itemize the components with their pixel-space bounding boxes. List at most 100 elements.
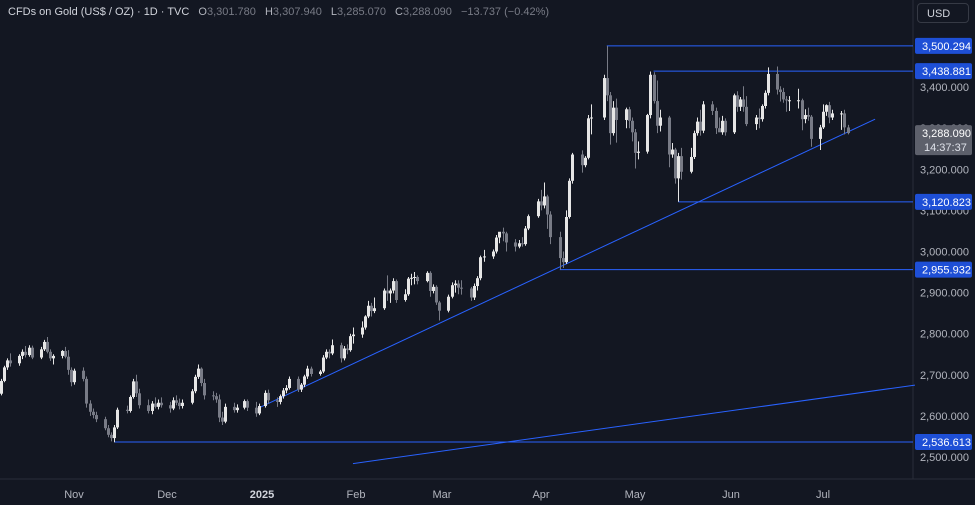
- candle-body: [492, 251, 495, 257]
- currency-button[interactable]: USD: [917, 3, 969, 23]
- candle-body: [370, 305, 373, 312]
- x-tick-label: Nov: [64, 489, 84, 501]
- candle-body: [346, 348, 349, 351]
- candle-body: [739, 99, 742, 107]
- candle-body: [3, 367, 6, 381]
- candle-body: [543, 196, 546, 206]
- candle-body: [733, 95, 736, 133]
- candle-body: [6, 360, 9, 368]
- x-tick-label: May: [625, 489, 646, 501]
- candle-body: [233, 406, 236, 411]
- candle-body: [328, 351, 331, 354]
- candle-body: [693, 133, 696, 157]
- candle-body: [303, 376, 306, 385]
- candle-body: [457, 283, 460, 288]
- candle-body: [498, 231, 501, 238]
- level-label: 3,120.823: [922, 197, 971, 209]
- candle-body: [502, 231, 505, 234]
- candle-body: [331, 345, 334, 354]
- candle-body: [581, 154, 584, 166]
- candle-body: [172, 400, 175, 409]
- candle-body: [67, 356, 70, 370]
- candle-body: [116, 409, 119, 428]
- chart-legend: CFDs on Gold (US$ / OZ) · 1D · TVC O3,30…: [8, 6, 549, 18]
- candle-body: [447, 296, 450, 311]
- open-value: 3,301.780: [206, 6, 256, 18]
- candle-body: [527, 216, 530, 229]
- candle-body: [699, 121, 702, 131]
- high-label: H: [264, 6, 273, 18]
- candle-body: [92, 411, 95, 416]
- candle-body: [113, 427, 116, 439]
- candle-body: [340, 345, 343, 359]
- y-tick-label: 3,000.000: [920, 247, 969, 259]
- candle-body: [671, 149, 674, 155]
- candle-body: [70, 369, 73, 383]
- candle-body: [203, 383, 206, 396]
- candle-body: [413, 276, 416, 278]
- candle-body: [568, 180, 571, 217]
- candle-body: [690, 156, 693, 172]
- candle-body: [785, 99, 788, 101]
- candle-body: [46, 341, 49, 352]
- candle-body: [540, 201, 543, 206]
- candle-body: [483, 256, 486, 258]
- candle-body: [285, 387, 288, 391]
- candle-body: [300, 384, 303, 390]
- candle-body: [634, 132, 637, 153]
- y-tick-label: 3,400.000: [920, 82, 969, 94]
- candle-body: [386, 290, 389, 294]
- candle-body: [138, 393, 141, 406]
- close-value: 3,288.090: [402, 6, 452, 18]
- candle-body: [828, 105, 831, 118]
- trendline: [255, 118, 876, 410]
- candle-body: [104, 419, 107, 429]
- candle-body: [9, 360, 12, 364]
- candle-body: [404, 294, 407, 300]
- candle-body: [243, 401, 246, 408]
- candle-body: [782, 92, 785, 100]
- y-tick-label: 2,600.000: [920, 411, 969, 423]
- candle-body: [279, 396, 282, 402]
- candle-body: [52, 355, 55, 359]
- candle-body: [571, 154, 574, 181]
- candle-body: [656, 101, 659, 126]
- candle-body: [612, 107, 615, 134]
- candle-body: [659, 117, 662, 126]
- high-value: 3,307.940: [272, 6, 322, 18]
- candle-body: [628, 109, 631, 121]
- candle-body: [702, 104, 705, 131]
- candle-body: [147, 405, 150, 411]
- candle-body: [518, 243, 521, 247]
- x-tick-label: Jun: [722, 489, 740, 501]
- candle-body: [668, 117, 671, 155]
- candle-body: [843, 113, 846, 128]
- low-label: L: [330, 6, 338, 18]
- level-label: 2,536.613: [922, 437, 971, 449]
- y-tick-label: 2,800.000: [920, 329, 969, 341]
- candle-body: [606, 78, 609, 96]
- candle-body: [169, 405, 172, 409]
- candle-body: [776, 73, 779, 90]
- candle-body: [194, 376, 197, 392]
- candle-body: [43, 341, 46, 350]
- candle-body: [590, 117, 593, 119]
- x-tick-label: Dec: [157, 489, 177, 501]
- candle-body: [24, 351, 27, 356]
- candle-body: [160, 402, 163, 406]
- candle-body: [473, 286, 476, 298]
- level-label: 3,500.294: [922, 41, 971, 53]
- candle-body: [343, 348, 346, 359]
- candle-body: [718, 128, 721, 133]
- candle-body: [178, 402, 181, 407]
- candle-body: [637, 151, 640, 153]
- candle-body: [537, 201, 540, 217]
- candle-body: [615, 107, 618, 120]
- candle-body: [758, 117, 761, 120]
- candle-body: [276, 400, 279, 402]
- candle-body: [460, 287, 463, 289]
- candle-body: [197, 368, 200, 377]
- candle-body: [389, 290, 392, 294]
- candle-body: [416, 276, 419, 282]
